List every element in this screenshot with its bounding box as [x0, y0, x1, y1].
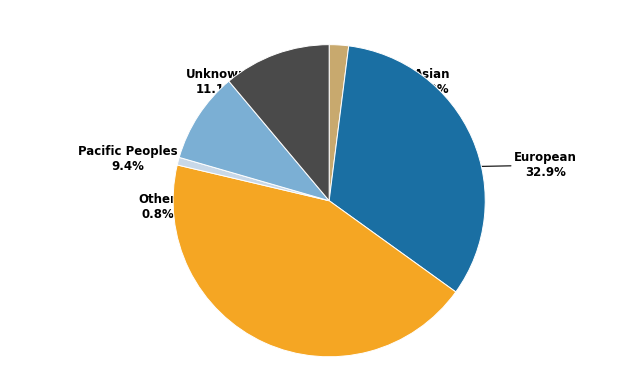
- Wedge shape: [177, 157, 329, 201]
- Wedge shape: [179, 81, 329, 201]
- Text: Unknown
11.1%: Unknown 11.1%: [186, 68, 299, 122]
- Text: Pacific Peoples
9.4%: Pacific Peoples 9.4%: [78, 145, 247, 173]
- Wedge shape: [173, 165, 456, 357]
- Text: European
32.9%: European 32.9%: [430, 151, 577, 179]
- Wedge shape: [329, 46, 486, 292]
- Text: Asian
2.0%: Asian 2.0%: [341, 68, 451, 117]
- Wedge shape: [329, 45, 349, 201]
- Wedge shape: [229, 45, 329, 201]
- Text: Other
0.8%: Other 0.8%: [139, 179, 233, 221]
- Text: Maori
43.7%: Maori 43.7%: [265, 278, 306, 345]
